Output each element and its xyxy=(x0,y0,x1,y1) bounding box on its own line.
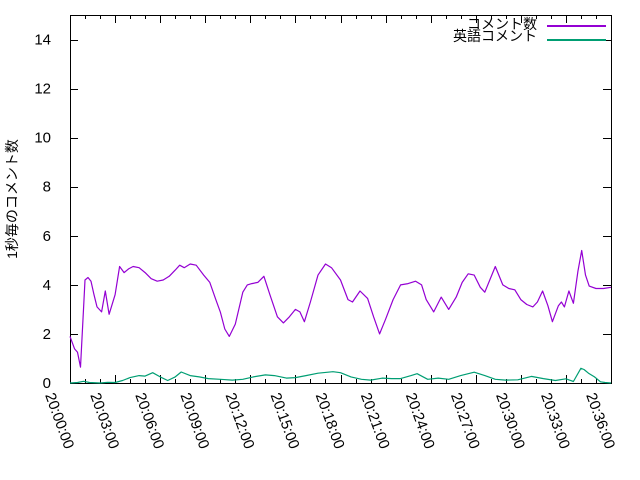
legend-label-comment-count: コメント数 xyxy=(467,16,537,32)
x-tick-label: 20:06:00 xyxy=(131,391,167,452)
legend-label-english-comments: 英語コメント xyxy=(453,28,537,44)
series-line-english-comments xyxy=(69,367,612,384)
x-axis xyxy=(70,15,612,383)
x-tick-label: 20:27:00 xyxy=(447,391,483,452)
x-tick-label: 20:12:00 xyxy=(222,391,258,452)
legend-line-sample-english-comments xyxy=(547,39,606,41)
legend-line-sample-comment-count xyxy=(547,25,606,27)
x-tick-label: 20:24:00 xyxy=(402,391,438,452)
series-line-comment-count xyxy=(69,249,612,368)
plot-border xyxy=(70,15,612,384)
x-tick-label: 20:15:00 xyxy=(267,391,303,452)
x-tick-label: 20:03:00 xyxy=(86,391,122,452)
y-tick-label: 4 xyxy=(43,277,51,294)
y-tick-label: 14 xyxy=(34,32,51,49)
y-tick-label: 10 xyxy=(34,130,51,147)
x-tick-label: 20:00:00 xyxy=(41,391,77,452)
x-tick-label: 20:30:00 xyxy=(492,391,528,452)
y-axis xyxy=(70,40,611,384)
y-tick-label: 8 xyxy=(43,179,51,196)
x-tick-label: 20:36:00 xyxy=(582,391,618,452)
x-tick-label: 20:21:00 xyxy=(357,391,393,452)
y-axis-title: 1秒毎のコメント数 xyxy=(4,139,20,259)
y-tick-label: 12 xyxy=(34,81,51,98)
x-tick-label: 20:09:00 xyxy=(176,391,212,452)
y-tick-label: 2 xyxy=(43,326,51,343)
x-tick-label: 20:18:00 xyxy=(312,391,348,452)
y-tick-label: 6 xyxy=(43,228,51,245)
x-tick-label: 20:33:00 xyxy=(537,391,573,452)
y-tick-label: 0 xyxy=(43,375,51,392)
